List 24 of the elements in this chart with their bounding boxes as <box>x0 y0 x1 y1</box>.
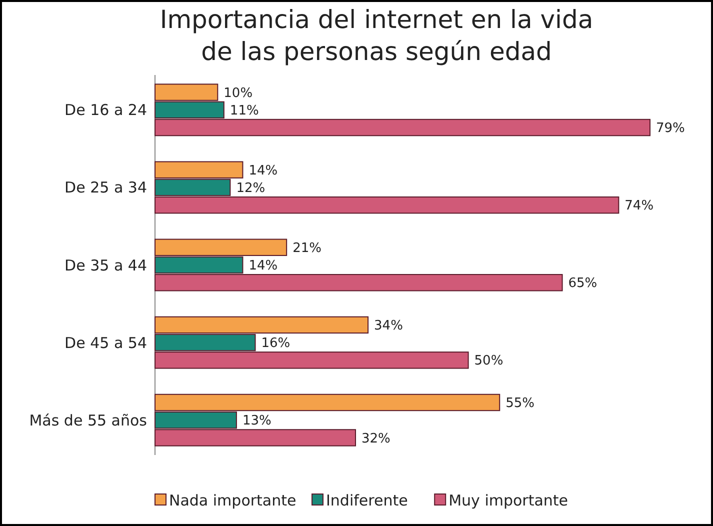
legend-label: Muy importante <box>448 491 568 510</box>
y-tick-label: De 35 a 44 <box>64 256 147 274</box>
data-label: 21% <box>292 240 322 256</box>
data-label: 10% <box>224 86 253 101</box>
data-label: 55% <box>506 396 535 412</box>
chart-title: Importancia del internet en la vida de las personas según edad <box>160 5 594 66</box>
data-label: 14% <box>248 258 278 274</box>
data-label: 32% <box>362 431 390 446</box>
y-tick-label: De 25 a 34 <box>64 178 147 197</box>
legend-label: Indiferente <box>326 491 408 510</box>
legend-label: Nada importante <box>169 491 296 510</box>
data-label: 50% <box>474 354 504 369</box>
data-label: 11% <box>230 103 259 118</box>
y-tick-label: Más de 55 años <box>29 411 148 430</box>
data-label: 12% <box>236 181 266 196</box>
data-label: 79% <box>656 121 685 136</box>
data-label: 65% <box>568 276 598 292</box>
data-label: 13% <box>242 414 272 429</box>
data-label: 16% <box>261 336 290 352</box>
data-label: 34% <box>374 318 403 334</box>
data-label: 74% <box>624 198 654 214</box>
y-tick-label: De 45 a 54 <box>64 334 147 352</box>
y-tick-label: De 16 a 24 <box>64 101 147 120</box>
data-label: 14% <box>248 163 278 178</box>
